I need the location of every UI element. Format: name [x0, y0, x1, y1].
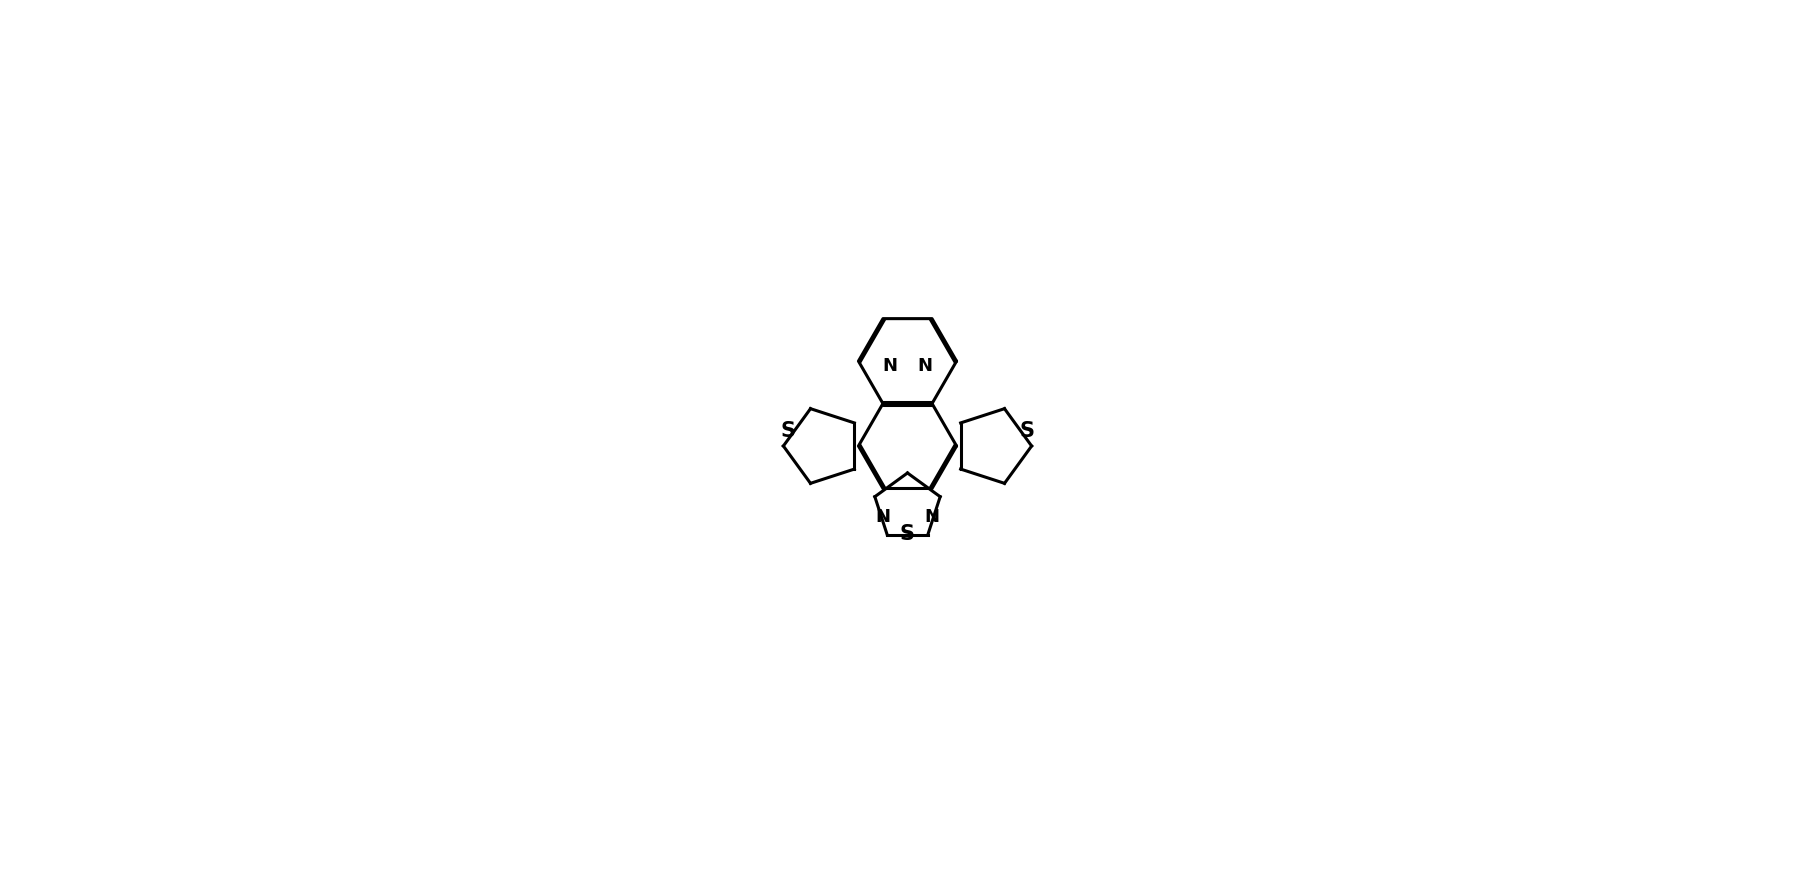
Text: N: N — [874, 508, 891, 526]
Text: N: N — [916, 357, 932, 375]
Text: S: S — [780, 421, 795, 442]
Text: S: S — [900, 524, 914, 544]
Text: N: N — [882, 357, 898, 375]
Text: S: S — [1019, 421, 1034, 442]
Text: N: N — [923, 508, 940, 526]
